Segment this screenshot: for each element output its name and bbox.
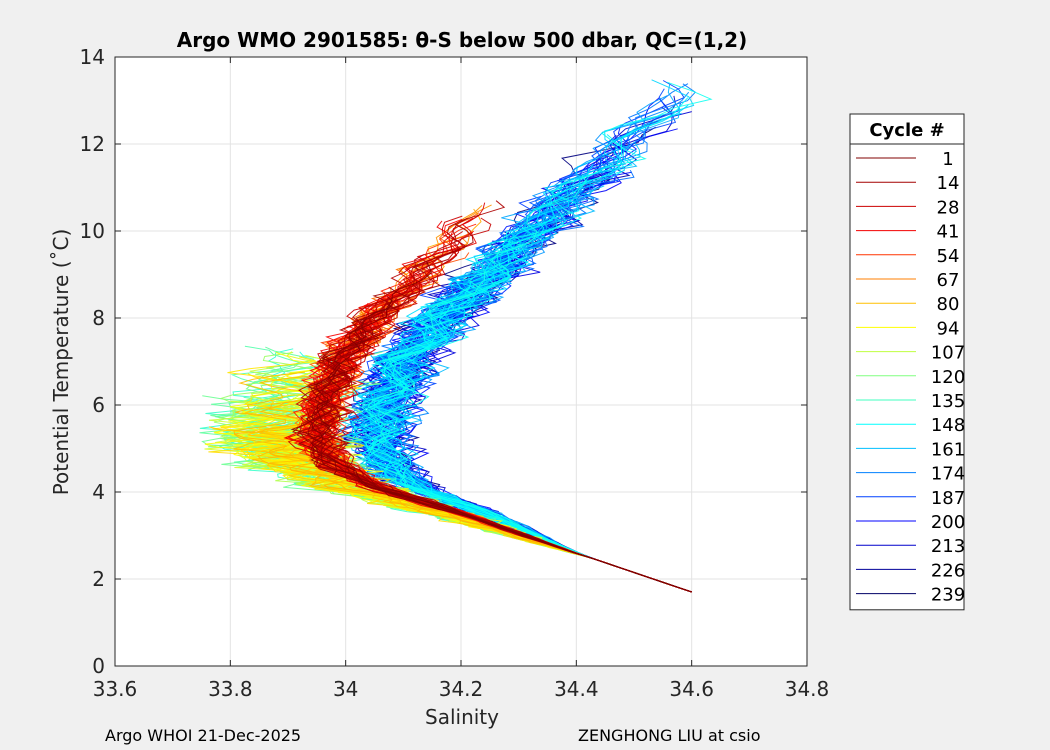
y-tick-label: 2 — [92, 567, 105, 591]
x-tick-label: 34.6 — [669, 677, 714, 701]
cycle-profile-line — [355, 175, 692, 593]
y-tick-label: 0 — [92, 654, 105, 678]
legend-entry-label: 200 — [931, 512, 965, 533]
y-tick-label: 4 — [92, 480, 105, 504]
legend-entry-label: 239 — [931, 585, 965, 606]
legend-entry-label: 187 — [931, 488, 965, 509]
y-tick-label: 14 — [80, 45, 105, 69]
x-tick-label: 34 — [333, 677, 358, 701]
legend-entry-label: 148 — [931, 415, 965, 436]
cycle-profile-line — [310, 261, 692, 593]
legend-entry-label: 54 — [937, 246, 960, 267]
x-tick-label: 33.6 — [93, 677, 138, 701]
x-tick-label: 33.8 — [208, 677, 253, 701]
legend-entry-label: 120 — [931, 367, 965, 388]
footer-left: Argo WHOI 21-Dec-2025 — [105, 726, 302, 745]
legend-entry-label: 226 — [931, 560, 965, 581]
legend-entry-label: 135 — [931, 391, 965, 412]
legend-box — [849, 113, 965, 611]
profile-curves — [199, 79, 713, 593]
footer-right: ZENGHONG LIU at csio — [578, 726, 761, 745]
legend-title: Cycle # — [869, 120, 944, 141]
cycle-profile-line — [365, 232, 692, 593]
x-axis-label: Salinity — [425, 705, 499, 729]
chart-title: Argo WMO 2901585: θ-S below 500 dbar, QC… — [177, 28, 747, 52]
y-axis-label: Potential Temperature (˚C) — [49, 229, 73, 496]
ticks: 33.6 33.8 34 34.2 34.4 34.6 34.8 0 2 4 6 8 10 12 14 — [80, 45, 830, 701]
x-tick-label: 34.4 — [554, 677, 599, 701]
legend-entry-label: 14 — [937, 173, 960, 194]
y-tick-label: 6 — [92, 393, 105, 417]
y-tick-label: 10 — [80, 219, 105, 243]
y-tick-label: 12 — [80, 132, 105, 156]
legend: Cycle # 1 14 28 41 54 67 80 94 107 120 135 148 161 174… — [849, 113, 965, 611]
legend-entry-label: 80 — [937, 294, 960, 315]
legend-entry-label: 107 — [931, 343, 965, 364]
legend-entry-label: 174 — [931, 464, 965, 485]
legend-entry-label: 28 — [937, 197, 960, 218]
y-tick-label: 8 — [92, 306, 105, 330]
cycle-profile-line — [362, 97, 692, 593]
cycle-profile-line — [287, 215, 692, 593]
legend-entry-label: 94 — [937, 318, 960, 339]
x-tick-label: 34.8 — [785, 677, 830, 701]
cycle-profile-line — [351, 81, 713, 593]
legend-entry-label: 1 — [942, 149, 953, 170]
legend-entry-label: 41 — [937, 222, 960, 243]
legend-entry-label: 213 — [931, 536, 965, 557]
x-tick-label: 34.2 — [439, 677, 484, 701]
legend-entry-label: 161 — [931, 439, 965, 460]
legend-entry-label: 67 — [937, 270, 960, 291]
